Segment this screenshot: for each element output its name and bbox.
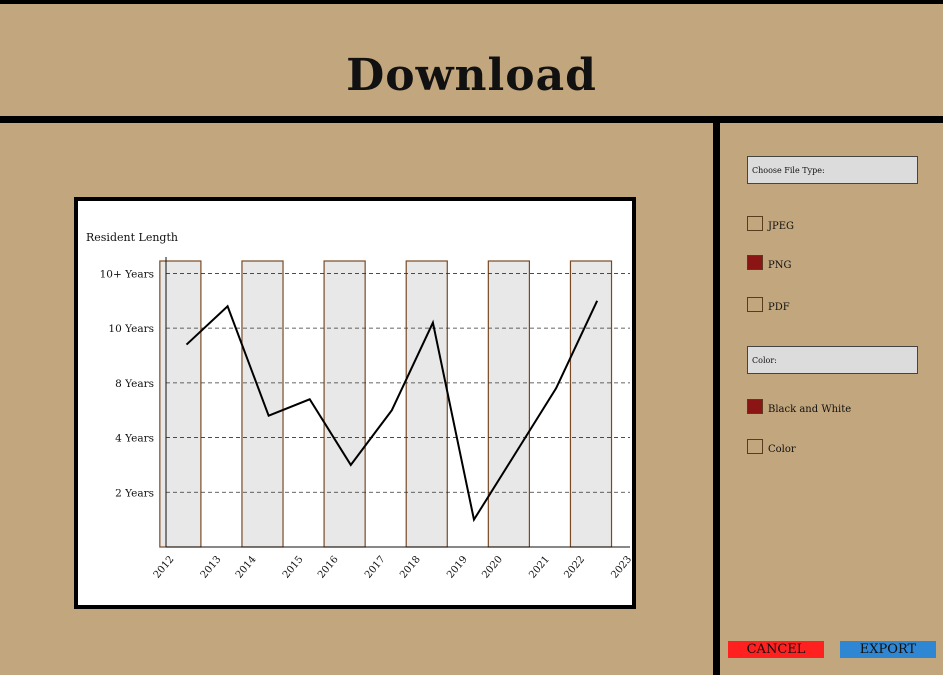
chart-svg: Resident Length 2 Years 4 Years 8 Years 10 Y… bbox=[86, 231, 632, 581]
file-type-label: Choose File Type: bbox=[752, 166, 825, 175]
option-png[interactable]: PNG bbox=[747, 255, 807, 273]
panel-divider bbox=[713, 123, 720, 675]
color-label: Color: bbox=[752, 356, 777, 365]
chart-bar bbox=[487, 260, 530, 548]
chart-bar bbox=[323, 260, 366, 548]
chart-bar bbox=[569, 260, 613, 548]
x-tick-label: 2020 bbox=[480, 554, 505, 581]
y-tick-label: 10+ Years bbox=[100, 268, 154, 280]
export-button[interactable]: EXPORT bbox=[840, 641, 936, 658]
black-and-white-checkbox[interactable] bbox=[747, 399, 763, 414]
x-tick-label: 2016 bbox=[316, 554, 341, 581]
chart-bar bbox=[241, 260, 284, 548]
top-border bbox=[0, 0, 943, 4]
page-title: Download bbox=[346, 50, 597, 101]
x-tick-label: 2023 bbox=[609, 554, 632, 581]
jpeg-checkbox[interactable] bbox=[747, 216, 763, 231]
chart-bar bbox=[405, 260, 448, 548]
cancel-button[interactable]: CANCEL bbox=[728, 641, 824, 658]
x-tick-label: 2013 bbox=[199, 554, 224, 581]
color-field[interactable]: Color: bbox=[747, 346, 918, 374]
pdf-label: PDF bbox=[768, 302, 790, 313]
y-tick-label: 8 Years bbox=[115, 378, 154, 390]
png-label: PNG bbox=[768, 260, 792, 271]
x-tick-label: 2022 bbox=[562, 554, 587, 581]
x-tick-label: 2017 bbox=[363, 554, 388, 581]
x-tick-label: 2018 bbox=[398, 554, 423, 581]
color-checkbox[interactable] bbox=[747, 439, 763, 454]
x-tick-label: 2015 bbox=[281, 554, 306, 581]
header-divider bbox=[0, 116, 943, 123]
jpeg-label: JPEG bbox=[768, 221, 795, 232]
png-checkbox[interactable] bbox=[747, 255, 763, 270]
y-tick-label: 4 Years bbox=[115, 433, 154, 445]
pdf-checkbox[interactable] bbox=[747, 297, 763, 312]
option-jpeg[interactable]: JPEG bbox=[747, 216, 807, 234]
x-tick-label: 2021 bbox=[527, 554, 552, 581]
chart-preview: Resident Length 2 Years 4 Years 8 Years 10 Y… bbox=[74, 197, 636, 609]
file-type-field[interactable]: Choose File Type: bbox=[747, 156, 918, 184]
chart-title: Resident Length bbox=[86, 231, 178, 244]
color-option-label: Color bbox=[768, 444, 796, 455]
option-black-and-white[interactable]: Black and White bbox=[747, 399, 867, 417]
option-pdf[interactable]: PDF bbox=[747, 297, 807, 315]
y-tick-label: 2 Years bbox=[115, 487, 154, 499]
x-tick-label: 2012 bbox=[152, 554, 177, 581]
black-and-white-label: Black and White bbox=[768, 404, 852, 415]
y-tick-label: 10 Years bbox=[108, 323, 154, 335]
x-tick-label: 2014 bbox=[234, 554, 259, 581]
x-tick-label: 2019 bbox=[445, 554, 470, 581]
option-color[interactable]: Color bbox=[747, 439, 827, 457]
